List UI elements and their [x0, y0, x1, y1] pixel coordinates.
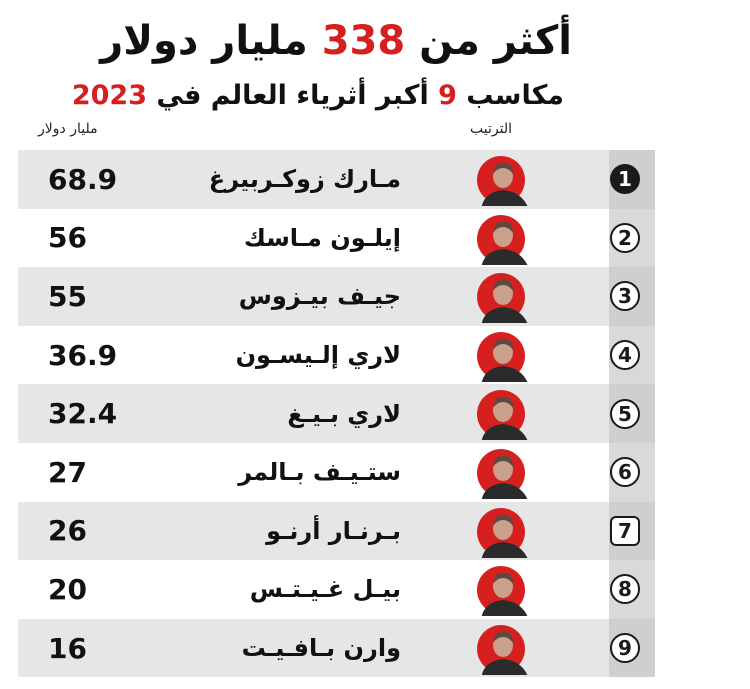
- portrait-photo: [477, 156, 528, 206]
- person-name: بـرنـار أرنـو: [266, 516, 401, 545]
- wealth-value: 36.9: [48, 338, 118, 372]
- table-row: 56 إيلـون مـاسك 2: [18, 208, 655, 268]
- table-row: 16 وارن بـافـيـت 9: [18, 618, 655, 678]
- person-name: إيلـون مـاسك: [243, 223, 401, 252]
- wealth-value: 27: [48, 455, 87, 489]
- portrait-photo: [477, 273, 528, 324]
- ranking-table: 68.9 مـارك زوكـربيرغ 1 56 إيلـون مـاسك 2 55 جيـ…: [18, 150, 655, 678]
- person-name: بيـل غـيـتـس: [249, 575, 401, 604]
- wealth-value: 56: [48, 221, 87, 255]
- title-number: 338: [321, 18, 406, 64]
- rank-badge: 1: [610, 164, 640, 195]
- table-row: 36.9 لاري إلـيسـون 4: [18, 325, 655, 385]
- page-subtitle: مكاسب 9 أكبر أثرياء العالم في 2023: [0, 78, 564, 114]
- portrait-photo: [477, 507, 528, 558]
- portrait-photo: [477, 624, 528, 675]
- wealth-value: 26: [48, 514, 87, 548]
- subtitle-text-pre: مكاسب: [456, 80, 564, 111]
- page-title: أكثر من 338 مليار دولار: [0, 16, 572, 66]
- subtitle-year: 2023: [71, 80, 147, 111]
- table-row: 68.9 مـارك زوكـربيرغ 1: [18, 150, 655, 209]
- person-name: مـارك زوكـربيرغ: [208, 165, 401, 194]
- table-row: 32.4 لاري بـيـغ 5: [18, 384, 655, 443]
- rank-badge: 5: [610, 398, 640, 429]
- rank-badge: 6: [610, 457, 640, 488]
- table-row: 20 بيـل غـيـتـس 8: [18, 560, 655, 619]
- person-name: جيـف بيـزوس: [238, 282, 401, 311]
- column-header-unit: مليار دولار: [38, 121, 98, 137]
- portrait-photo: [477, 331, 528, 382]
- person-name: وارن بـافـيـت: [241, 634, 401, 663]
- wealth-value: 20: [48, 572, 87, 606]
- portrait-photo: [477, 214, 528, 265]
- person-name: لاري بـيـغ: [287, 399, 401, 428]
- rank-badge: 9: [610, 633, 640, 664]
- table-row: 27 ستـيـف بـالمر 6: [18, 442, 655, 502]
- person-name: لاري إلـيسـون: [235, 341, 401, 370]
- title-text-post: مليار دولار: [100, 18, 322, 64]
- rank-badge: 4: [610, 340, 640, 371]
- subtitle-text-mid: أكبر أثرياء العالم في: [146, 80, 439, 111]
- wealth-value: 16: [48, 631, 87, 665]
- rank-badge: 7: [610, 515, 640, 546]
- title-text-pre: أكثر من: [405, 18, 572, 64]
- portrait-photo: [477, 448, 528, 499]
- person-name: ستـيـف بـالمر: [238, 458, 401, 487]
- subtitle-number: 9: [438, 80, 457, 111]
- wealth-value: 32.4: [48, 397, 118, 431]
- rank-badge: 8: [610, 574, 640, 605]
- table-row: 55 جيـف بيـزوس 3: [18, 267, 655, 326]
- column-header-rank: الترتيب: [470, 121, 512, 137]
- wealth-value: 55: [48, 279, 87, 313]
- portrait-photo: [477, 390, 528, 441]
- rank-badge: 2: [610, 222, 640, 253]
- rank-badge: 3: [610, 281, 640, 312]
- portrait-photo: [477, 566, 528, 617]
- table-row: 26 بـرنـار أرنـو 7: [18, 501, 655, 561]
- wealth-value: 68.9: [48, 162, 118, 196]
